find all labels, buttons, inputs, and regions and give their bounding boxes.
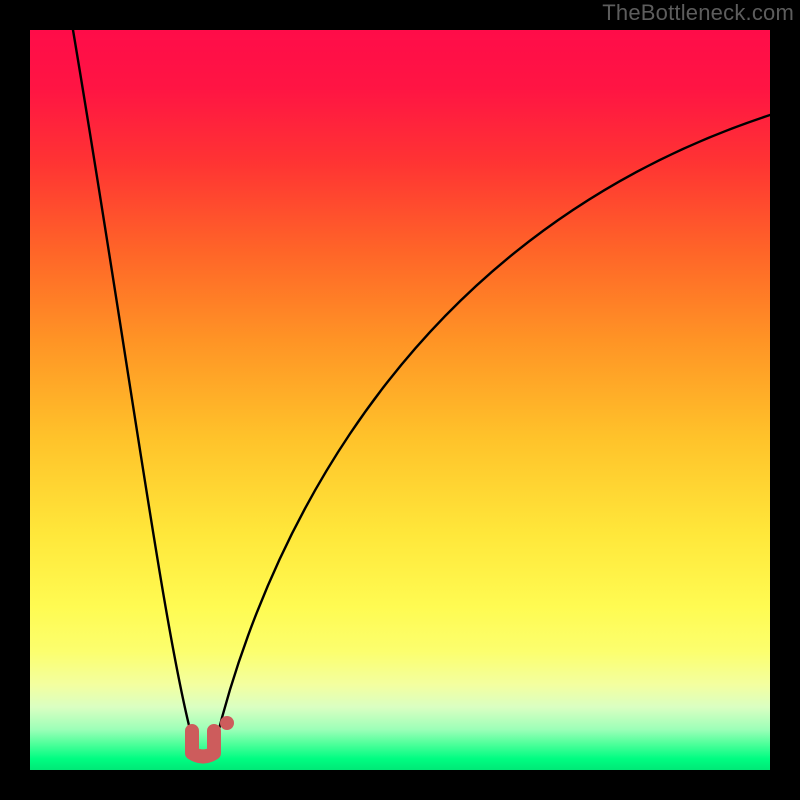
notch-u-marker [192,731,214,757]
notch-dot-marker [220,716,234,730]
bottleneck-curve [0,0,800,800]
chart-stage: TheBottleneck.com [0,0,800,800]
watermark-text: TheBottleneck.com [602,0,794,26]
